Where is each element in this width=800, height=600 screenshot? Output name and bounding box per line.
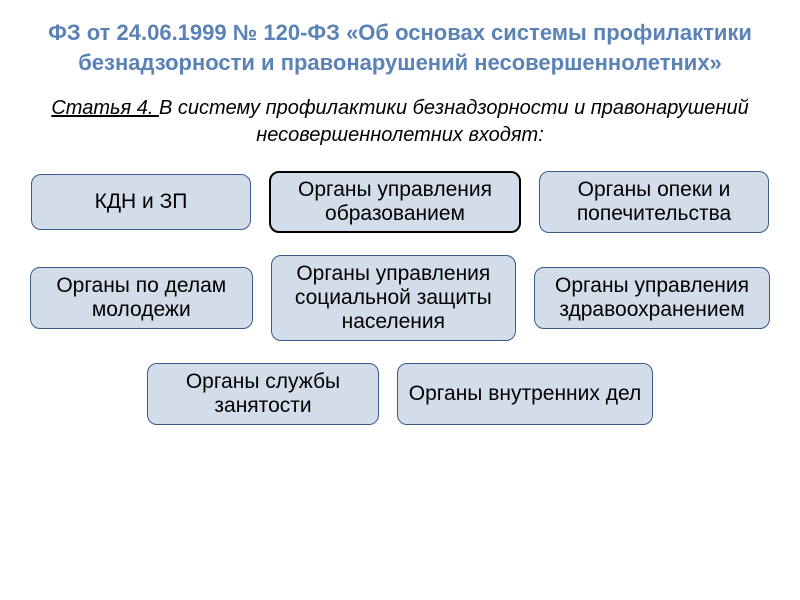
page-subtitle: Статья 4. В систему профилактики безнадз…	[30, 95, 770, 149]
subtitle-article: Статья 4.	[51, 97, 159, 119]
diagram-row: Органы службы занятости Органы внутренних…	[30, 363, 770, 425]
diagram-node: Органы по делам молодежи	[30, 267, 253, 329]
diagram-grid: КДН и ЗПОрганы управления образованиемОр…	[30, 171, 770, 425]
diagram-node: Органы внутренних дел	[397, 363, 653, 425]
diagram-node: Органы опеки и попечительства	[539, 171, 769, 233]
diagram-row: Органы по делам молодежи Органы управлени…	[30, 255, 770, 341]
diagram-node: Органы службы занятости	[147, 363, 379, 425]
diagram-node: КДН и ЗП	[31, 174, 251, 230]
subtitle-text: В систему профилактики безнадзорности и …	[159, 97, 749, 146]
diagram-node: Органы управления здравоохранением	[534, 267, 770, 329]
diagram-node: Органы управления образованием	[269, 171, 521, 233]
page-title: ФЗ от 24.06.1999 № 120-ФЗ «Об основах си…	[30, 18, 770, 77]
diagram-node: Органы управления социальной защиты насе…	[271, 255, 517, 341]
diagram-row: КДН и ЗП Органы управления образованием Ор…	[30, 171, 770, 233]
slide: ФЗ от 24.06.1999 № 120-ФЗ «Об основах си…	[0, 0, 800, 600]
